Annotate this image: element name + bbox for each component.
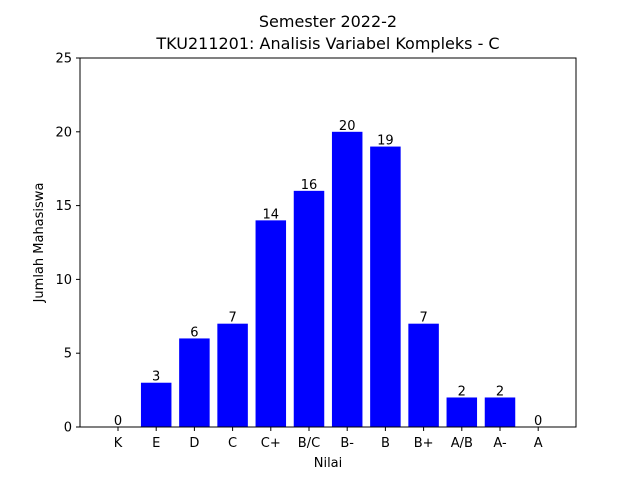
x-tick-label: B+ xyxy=(414,436,434,451)
bar xyxy=(370,146,401,427)
x-tick-label: E xyxy=(152,436,160,451)
bar xyxy=(179,338,210,427)
x-tick-label: A/B xyxy=(451,436,473,451)
y-tick-label: 20 xyxy=(55,125,72,140)
chart-title-line-1: Semester 2022-2 xyxy=(259,12,397,31)
bar xyxy=(331,131,363,428)
data-label: 19 xyxy=(377,134,394,149)
x-tick-label: D xyxy=(189,436,199,451)
data-label: 14 xyxy=(263,207,280,222)
y-tick-label: 0 xyxy=(64,421,72,436)
chart-title-line-2: TKU211201: Analisis Variabel Kompleks - … xyxy=(155,34,499,53)
data-label: 7 xyxy=(419,311,427,326)
x-tick-label: A- xyxy=(493,436,507,451)
bar xyxy=(484,397,516,427)
y-tick-label: 15 xyxy=(55,199,72,214)
bar xyxy=(293,190,325,427)
y-axis-label: Jumlah Mahasiswa xyxy=(32,183,47,304)
y-tick-label: 5 xyxy=(64,347,72,362)
x-tick-label: B- xyxy=(340,436,354,451)
x-tick-label: A xyxy=(534,436,543,451)
bar xyxy=(140,382,172,427)
plot-area: 0510152025K0E3D6C7C+14B/C16B-20B19B+7A/B… xyxy=(55,52,542,452)
x-tick-label: C xyxy=(228,436,237,451)
axes-frame xyxy=(79,57,577,428)
x-tick-label: B/C xyxy=(298,436,320,451)
data-label: 20 xyxy=(339,119,356,134)
data-label: 6 xyxy=(190,325,198,340)
x-axis-label: Nilai xyxy=(314,456,343,471)
x-tick-label: C+ xyxy=(261,436,281,451)
y-tick-label: 25 xyxy=(55,52,72,67)
x-tick-label: B xyxy=(381,436,390,451)
data-label: 0 xyxy=(114,414,122,429)
data-label: 2 xyxy=(458,384,466,399)
data-label: 3 xyxy=(152,370,160,385)
bar xyxy=(446,397,478,427)
bar xyxy=(408,323,439,427)
bar xyxy=(255,220,287,427)
x-tick-label: K xyxy=(114,436,123,451)
data-label: 16 xyxy=(301,178,318,193)
data-label: 7 xyxy=(228,311,236,326)
bar xyxy=(217,323,248,427)
data-label: 0 xyxy=(534,414,542,429)
data-label: 2 xyxy=(496,384,504,399)
y-tick-label: 10 xyxy=(55,273,72,288)
